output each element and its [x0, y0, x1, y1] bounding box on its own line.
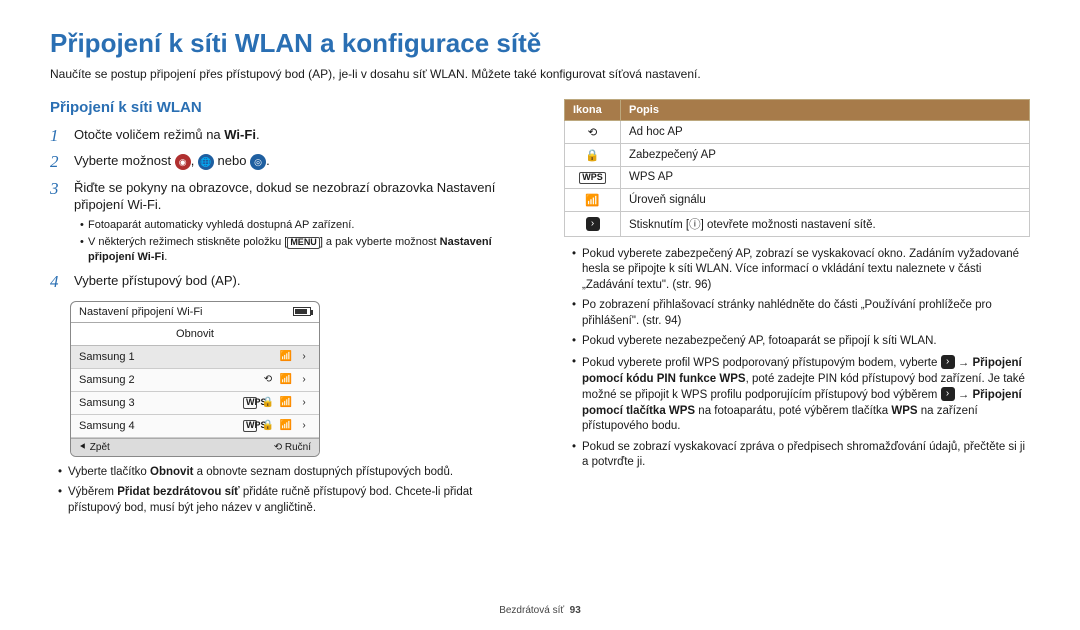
wifi-mode-label: Wi-Fi: [224, 127, 256, 142]
back-button[interactable]: ⯇ Zpět: [79, 442, 110, 453]
section-heading: Připojení k síti WLAN: [50, 99, 516, 116]
ok-icon: ⓘ: [689, 219, 701, 231]
chevron-right-icon: ›: [586, 217, 600, 231]
chevron-right-icon: ›: [297, 351, 311, 363]
table-cell: Ad hoc AP: [621, 121, 1030, 144]
chevron-right-icon: ›: [941, 355, 955, 369]
signal-icon: 📶: [279, 420, 293, 432]
step-body: Vyberte možnost ◉, 🌐 nebo ◎.: [74, 152, 516, 172]
sub-bullet: V některých režimech stiskněte položku […: [80, 235, 516, 265]
step-body: Otočte voličem režimů na Wi-Fi.: [74, 126, 516, 146]
table-cell: Úroveň signálu: [621, 188, 1030, 211]
lock-icon: 🔒: [585, 150, 599, 162]
signal-icon: 📶: [279, 374, 293, 386]
page-title: Připojení k síti WLAN a konfigurace sítě: [50, 28, 1030, 59]
table-header: Ikona: [565, 100, 621, 121]
mode-icon-1: ◉: [175, 154, 191, 170]
sub-bullet: Fotoaparát automaticky vyhledá dostupná …: [80, 218, 516, 233]
table-header: Popis: [621, 100, 1030, 121]
chevron-right-icon: ›: [297, 374, 311, 386]
mode-icon-2: 🌐: [198, 154, 214, 170]
table-cell: WPS AP: [621, 167, 1030, 189]
ap-row[interactable]: Samsung 1 📶›: [71, 346, 319, 369]
step-body: Řiďte se pokyny na obrazovce, dokud se n…: [74, 179, 516, 267]
ap-row[interactable]: Samsung 3 WPS🔒📶›: [71, 392, 319, 415]
mode-icon-3: ◎: [250, 154, 266, 170]
right-column: Ikona Popis ⟲ Ad hoc AP 🔒 Zabezpečený AP…: [564, 99, 1030, 521]
signal-icon: 📶: [279, 397, 293, 409]
panel-title: Nastavení připojení Wi-Fi: [79, 306, 203, 318]
ap-row[interactable]: Samsung 4 WPS🔒📶›: [71, 415, 319, 438]
note-bullet: Výběrem Přidat bezdrátovou síť přidáte r…: [58, 485, 516, 516]
info-bullet: Pokud vyberete profil WPS podporovaný př…: [572, 355, 1030, 435]
step-number: 4: [50, 272, 64, 292]
lock-icon: 🔒: [261, 397, 275, 409]
wps-icon: WPS: [243, 420, 257, 432]
step-body: Vyberte přístupový bod (AP).: [74, 272, 516, 292]
chevron-right-icon: ›: [941, 387, 955, 401]
adhoc-icon: ⟲: [261, 374, 275, 386]
step-number: 1: [50, 126, 64, 146]
table-cell: Stisknutím [ⓘ] otevřete možnosti nastave…: [621, 211, 1030, 236]
wps-icon: WPS: [579, 172, 606, 184]
wifi-settings-panel: Nastavení připojení Wi-Fi Obnovit Samsun…: [70, 301, 320, 457]
info-bullet: Pokud vyberete zabezpečený AP, zobrazí s…: [572, 247, 1030, 294]
menu-button-icon: MENU: [287, 237, 320, 249]
signal-icon: 📶: [279, 351, 293, 363]
chevron-right-icon: ›: [297, 397, 311, 409]
adhoc-icon: ⟲: [588, 127, 598, 139]
manual-button[interactable]: ⟲ Ruční: [274, 442, 311, 453]
page-footer: Bezdrátová síť 93: [0, 605, 1080, 616]
info-bullet: Pokud vyberete nezabezpečený AP, fotoapa…: [572, 334, 1030, 350]
info-bullet: Pokud se zobrazí vyskakovací zpráva o př…: [572, 440, 1030, 471]
wps-icon: WPS: [243, 397, 257, 409]
step-number: 3: [50, 179, 64, 267]
note-bullet: Vyberte tlačítko Obnovit a obnovte sezna…: [58, 465, 516, 481]
info-bullet: Po zobrazení přihlašovací stránky nahléd…: [572, 298, 1030, 329]
lock-icon: 🔒: [261, 420, 275, 432]
step-number: 2: [50, 152, 64, 172]
signal-icon: 📶: [585, 195, 599, 207]
ap-row[interactable]: Samsung 2 ⟲📶›: [71, 369, 319, 392]
table-cell: Zabezpečený AP: [621, 144, 1030, 167]
chevron-right-icon: ›: [297, 420, 311, 432]
battery-icon: [293, 307, 311, 316]
intro-text: Naučíte se postup připojení přes přístup…: [50, 67, 1030, 81]
left-column: Připojení k síti WLAN 1 Otočte voličem r…: [50, 99, 516, 521]
refresh-row[interactable]: Obnovit: [71, 323, 319, 346]
icons-table: Ikona Popis ⟲ Ad hoc AP 🔒 Zabezpečený AP…: [564, 99, 1030, 237]
